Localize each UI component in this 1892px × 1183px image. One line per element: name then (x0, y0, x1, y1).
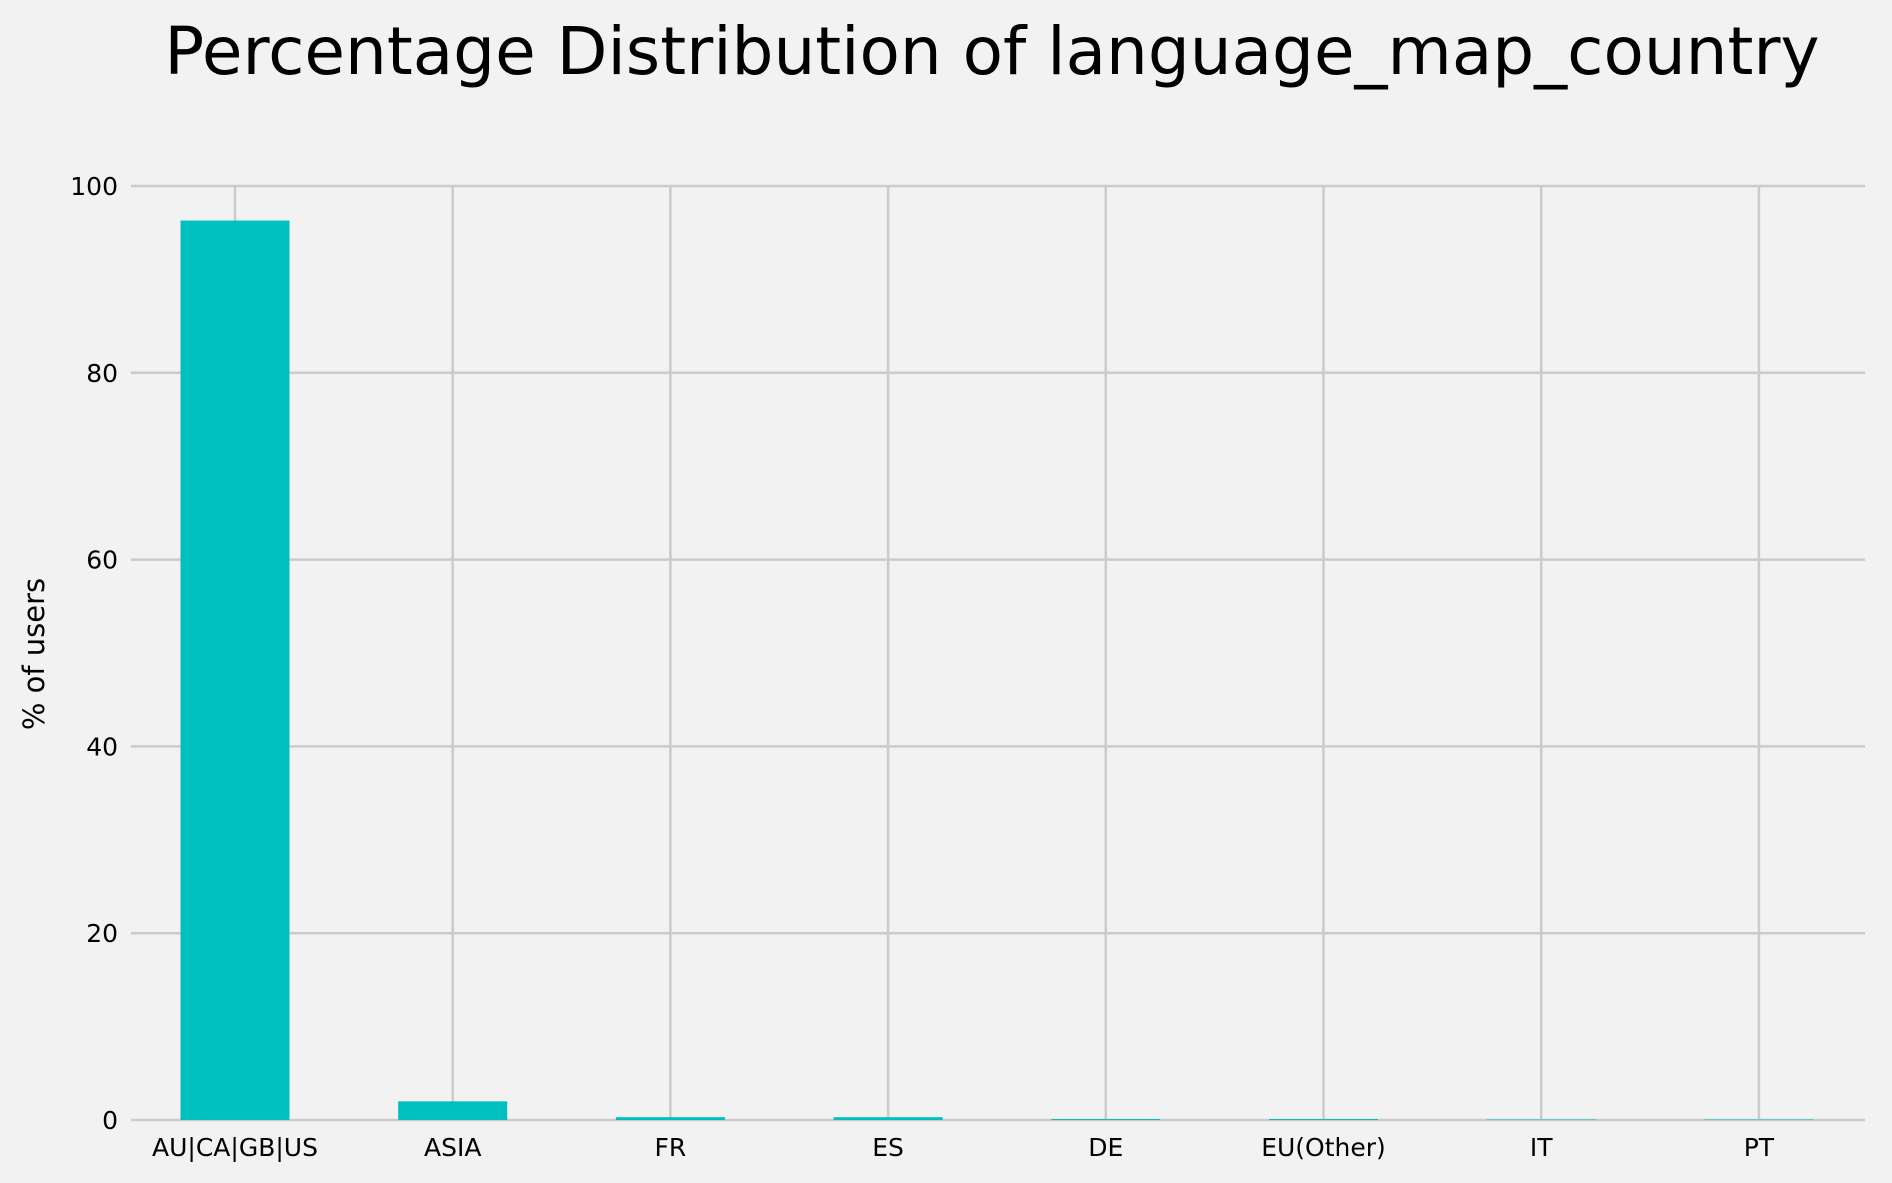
y-tick-label: 100 (70, 172, 118, 201)
bars (180, 220, 1814, 1121)
y-tick-label: 60 (86, 546, 118, 575)
x-tick-label: DE (1088, 1133, 1123, 1162)
bar-eu-other (1269, 1119, 1378, 1120)
y-tick-label: 80 (86, 359, 118, 388)
x-tick-label: EU(Other) (1261, 1133, 1386, 1162)
y-tick-label: 20 (86, 919, 118, 948)
grid (131, 184, 1865, 1122)
y-tick-label: 40 (86, 732, 118, 761)
x-tick-labels: AU|CA|GB|US ASIA FR ES DE EU(Other) IT PT (152, 1133, 1775, 1162)
y-tick-label: 0 (102, 1106, 118, 1135)
bar-asia (398, 1101, 508, 1120)
chart-title: Percentage Distribution of language_map_… (164, 13, 1819, 90)
x-tick-label: AU|CA|GB|US (152, 1133, 318, 1162)
x-tick-label: PT (1744, 1133, 1775, 1162)
y-tick-labels: 0 20 40 60 80 100 (70, 172, 118, 1135)
bar-fr (615, 1117, 725, 1120)
x-tick-label: IT (1530, 1133, 1553, 1162)
bar-au-ca-gb-us (180, 220, 290, 1121)
x-tick-label: FR (655, 1133, 687, 1162)
bar-de (1051, 1119, 1161, 1120)
x-tick-label: ES (872, 1133, 904, 1162)
bar-es (833, 1117, 943, 1120)
x-tick-label: ASIA (424, 1133, 481, 1162)
y-axis-label: % of users (17, 578, 51, 730)
